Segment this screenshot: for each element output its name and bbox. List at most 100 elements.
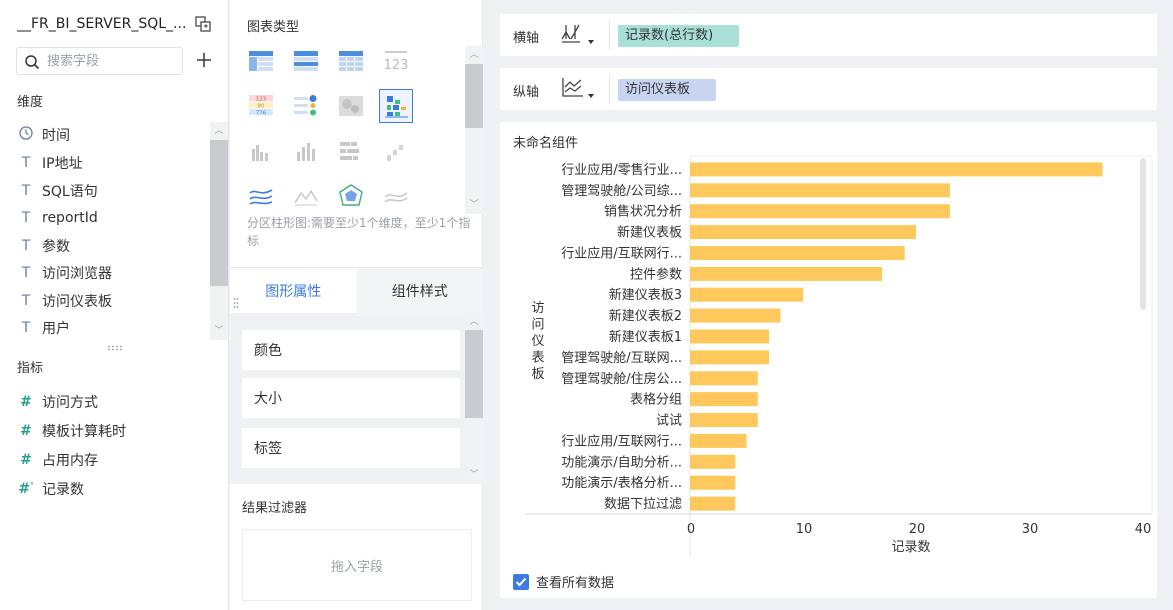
search-input[interactable] <box>47 51 177 71</box>
chart-bar <box>690 371 758 386</box>
property-scroll-thumb[interactable] <box>465 330 483 418</box>
scroll-up-icon[interactable]: ︿ <box>214 126 224 136</box>
scroll-down-icon[interactable]: ﹀ <box>469 200 479 210</box>
measure-item[interactable]: # 模板计算耗时 <box>17 419 207 443</box>
dimension-item[interactable]: T 参数 <box>17 234 207 258</box>
chart-bar <box>690 433 747 448</box>
dimension-label: 用户 <box>42 321 70 337</box>
chart-bar <box>690 225 916 240</box>
y-axis-field-pill[interactable]: 访问仪表板 <box>618 79 716 101</box>
chart-editor-area: 横轴 记录数(总行数) 纵轴 访问仪表板 未命名组件 行业应用/零售行业... 管… <box>484 0 1173 610</box>
dimension-label: reportId <box>42 210 98 226</box>
widget-title[interactable]: 未命名组件 <box>513 136 579 151</box>
x-axis-label: 横轴 <box>513 31 540 46</box>
measure-item[interactable]: # 占用内存 <box>17 448 207 472</box>
bar-chart: 行业应用/零售行业... 管理驾驶舱/公司综... 销售状况分析新建仪表板行业应用/… <box>525 155 1153 556</box>
stacked-area-icon[interactable] <box>379 179 413 213</box>
column-chart-icon[interactable] <box>289 134 323 168</box>
field-search <box>16 47 183 75</box>
scroll-up-icon[interactable]: ︿ <box>469 317 479 327</box>
dimension-item[interactable]: T reportId <box>17 206 207 230</box>
dimension-item[interactable]: T SQL语句 <box>17 179 207 203</box>
dimension-item[interactable]: T 用户 <box>17 316 207 340</box>
scroll-up-icon[interactable]: ︿ <box>469 50 479 60</box>
scroll-down-icon[interactable]: ﹀ <box>469 470 479 480</box>
dimension-label: SQL语句 <box>42 184 98 200</box>
category-label: 行业应用/零售行业... <box>561 162 682 178</box>
svg-text:123: 123 <box>256 97 267 103</box>
dimension-item[interactable]: 时间 <box>17 123 207 147</box>
chart-bar <box>690 308 781 323</box>
partition-bar-chart-icon[interactable] <box>379 89 413 123</box>
grouped-column-icon[interactable] <box>244 134 278 168</box>
dimension-label: IP地址 <box>42 156 83 172</box>
dimension-item[interactable]: T 访问浏览器 <box>17 261 207 285</box>
stacked-bar-icon[interactable] <box>334 134 368 168</box>
view-all-data-toggle[interactable]: 查看所有数据 <box>513 572 614 591</box>
chart-scroll-thumb[interactable] <box>1140 158 1146 310</box>
x-tick-label: 10 <box>796 522 813 537</box>
data-source-name[interactable]: __FR_BI_SERVER_SQL_... <box>17 16 187 32</box>
checkbox-checked-icon[interactable] <box>513 573 529 590</box>
dimension-label: 访问仪表板 <box>42 294 112 310</box>
resize-grip-icon[interactable] <box>107 345 123 351</box>
x-axis-title: 记录数 <box>891 540 930 555</box>
kpi-number-icon[interactable]: 123 <box>379 44 413 78</box>
line-chart-icon[interactable] <box>244 179 278 213</box>
svg-text:123: 123 <box>384 58 409 72</box>
scroll-down-icon[interactable]: ﹀ <box>214 326 224 336</box>
chart-bar <box>690 266 883 281</box>
switch-data-source-icon[interactable] <box>194 15 212 33</box>
y-axis-type-icon[interactable] <box>560 75 604 103</box>
add-field-icon[interactable] <box>193 49 215 71</box>
measure-label: 占用内存 <box>42 453 98 469</box>
radar-chart-icon[interactable] <box>334 179 368 213</box>
dimension-scroll-thumb[interactable] <box>210 140 228 286</box>
colored-table-icon[interactable]: 123 80 776 <box>244 89 278 123</box>
resize-grip-icon[interactable] <box>233 297 239 311</box>
field-panel: __FR_BI_SERVER_SQL_... 维度 时间 T IP地址 T SQ… <box>0 0 229 610</box>
y-axis-label: 纵轴 <box>513 85 540 100</box>
x-axis-type-icon[interactable] <box>560 21 604 49</box>
text-field-icon: T <box>21 265 31 281</box>
tab-graphic-properties[interactable]: 图形属性 <box>230 268 357 313</box>
chart-bar <box>690 204 950 219</box>
detail-table-icon[interactable] <box>289 44 323 78</box>
area-line-icon[interactable] <box>289 179 323 213</box>
label-property[interactable]: 标签 <box>242 428 460 468</box>
measure-label: 访问方式 <box>42 395 98 411</box>
dimension-label: 时间 <box>42 128 70 144</box>
chart-type-scroll-thumb[interactable] <box>465 64 483 128</box>
chart-type-hint: 分区柱形图:需要至少1个维度，至少1个指标 <box>247 216 471 248</box>
color-property[interactable]: 颜色 <box>242 330 460 370</box>
filter-drop-zone[interactable]: 拖入字段 <box>242 529 472 601</box>
text-field-icon: T <box>21 320 31 336</box>
tab-component-style[interactable]: 组件样式 <box>356 268 483 313</box>
measure-item[interactable]: #° 记录数 <box>17 477 207 501</box>
x-tick-label: 30 <box>1022 522 1039 537</box>
y-axis-title: 访问仪表板 <box>531 301 544 382</box>
dot-table-icon[interactable] <box>289 89 323 123</box>
size-property[interactable]: 大小 <box>242 378 460 418</box>
measure-item[interactable]: # 访问方式 <box>17 390 207 414</box>
x-axis-field-pill[interactable]: 记录数(总行数) <box>618 25 739 47</box>
dimension-label: 访问浏览器 <box>42 266 112 282</box>
category-label: 销售状况分析 <box>604 204 682 220</box>
category-label: 新建仪表板2 <box>609 308 682 324</box>
view-all-label: 查看所有数据 <box>536 576 615 591</box>
dimension-item[interactable]: T 访问仪表板 <box>17 289 207 313</box>
category-label: 新建仪表板 <box>617 225 682 241</box>
grouped-table-icon[interactable] <box>244 44 278 78</box>
cross-table-icon[interactable] <box>334 44 368 78</box>
chart-bar <box>690 183 950 198</box>
chart-bar <box>690 413 758 427</box>
measure-label: 模板计算耗时 <box>42 424 126 440</box>
text-field-icon: T <box>21 183 31 199</box>
dimension-item[interactable]: T IP地址 <box>17 151 207 175</box>
heat-map-icon[interactable] <box>334 89 368 123</box>
chart-bar <box>690 496 736 511</box>
category-label: 控件参数 <box>630 266 682 282</box>
svg-text:80: 80 <box>258 104 265 110</box>
waterfall-chart-icon[interactable] <box>379 134 413 168</box>
